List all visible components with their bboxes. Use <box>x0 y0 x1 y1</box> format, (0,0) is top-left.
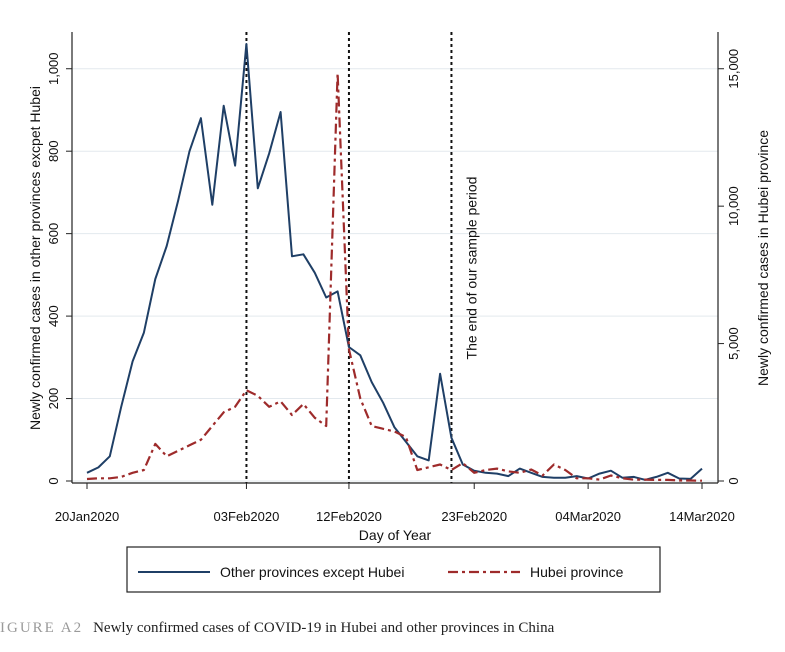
x-tick-label-3: 23Feb2020 <box>441 509 507 524</box>
left-tick-label-5: 1,000 <box>46 52 61 85</box>
right-tick-label-1: 5,000 <box>726 327 741 360</box>
x-tick-label-5: 14Mar2020 <box>669 509 735 524</box>
left-tick-label-3: 600 <box>46 223 61 245</box>
left-y-axis-label: Newly confirmed cases in other provinces… <box>27 86 43 430</box>
right-y-axis-label: Newly confirmed cases in Hubei province <box>755 130 771 386</box>
reference-lines <box>245 32 453 483</box>
x-tick-label-4: 04Mar2020 <box>555 509 621 524</box>
left-tick-label-0: 0 <box>46 477 61 484</box>
left-tick-label-4: 800 <box>46 140 61 162</box>
x-tick-label-1: 03Feb2020 <box>214 509 280 524</box>
legend-box <box>126 546 661 593</box>
caption-text: Newly confirmed cases of COVID-19 in Hub… <box>93 620 555 636</box>
tick-labels: 0 200 400 600 800 1,000 0 5,000 10,000 15,000 20Ja… <box>46 49 741 524</box>
x-axis-label: Day of Year <box>359 527 432 543</box>
caption-label: IGURE A2 <box>0 620 84 636</box>
dual-axis-line-chart: 0 200 400 600 800 1,000 0 5,000 10,000 15,000 20Ja… <box>27 32 771 593</box>
left-tick-label-2: 400 <box>46 305 61 327</box>
legend: Other provinces except Hubei Hubei provi… <box>126 546 661 593</box>
axes <box>71 32 719 484</box>
series-line-other-provinces <box>86 43 703 481</box>
figure-caption: IGURE A2 Newly confirmed cases of COVID-1… <box>0 620 785 637</box>
legend-label-hubei: Hubei province <box>530 564 624 580</box>
sample-period-annotation: The end of our sample period <box>463 177 479 360</box>
series-lines <box>86 43 703 482</box>
legend-label-other-provinces: Other provinces except Hubei <box>220 564 404 580</box>
x-tick-label-2: 12Feb2020 <box>316 509 382 524</box>
series-line-hubei <box>86 71 703 482</box>
right-tick-label-3: 15,000 <box>726 49 741 89</box>
right-tick-label-0: 0 <box>726 477 741 484</box>
x-tick-label-0: 20Jan2020 <box>55 509 119 524</box>
right-tick-label-2: 10,000 <box>726 186 741 226</box>
gridlines <box>72 68 718 482</box>
left-tick-label-1: 200 <box>46 388 61 410</box>
